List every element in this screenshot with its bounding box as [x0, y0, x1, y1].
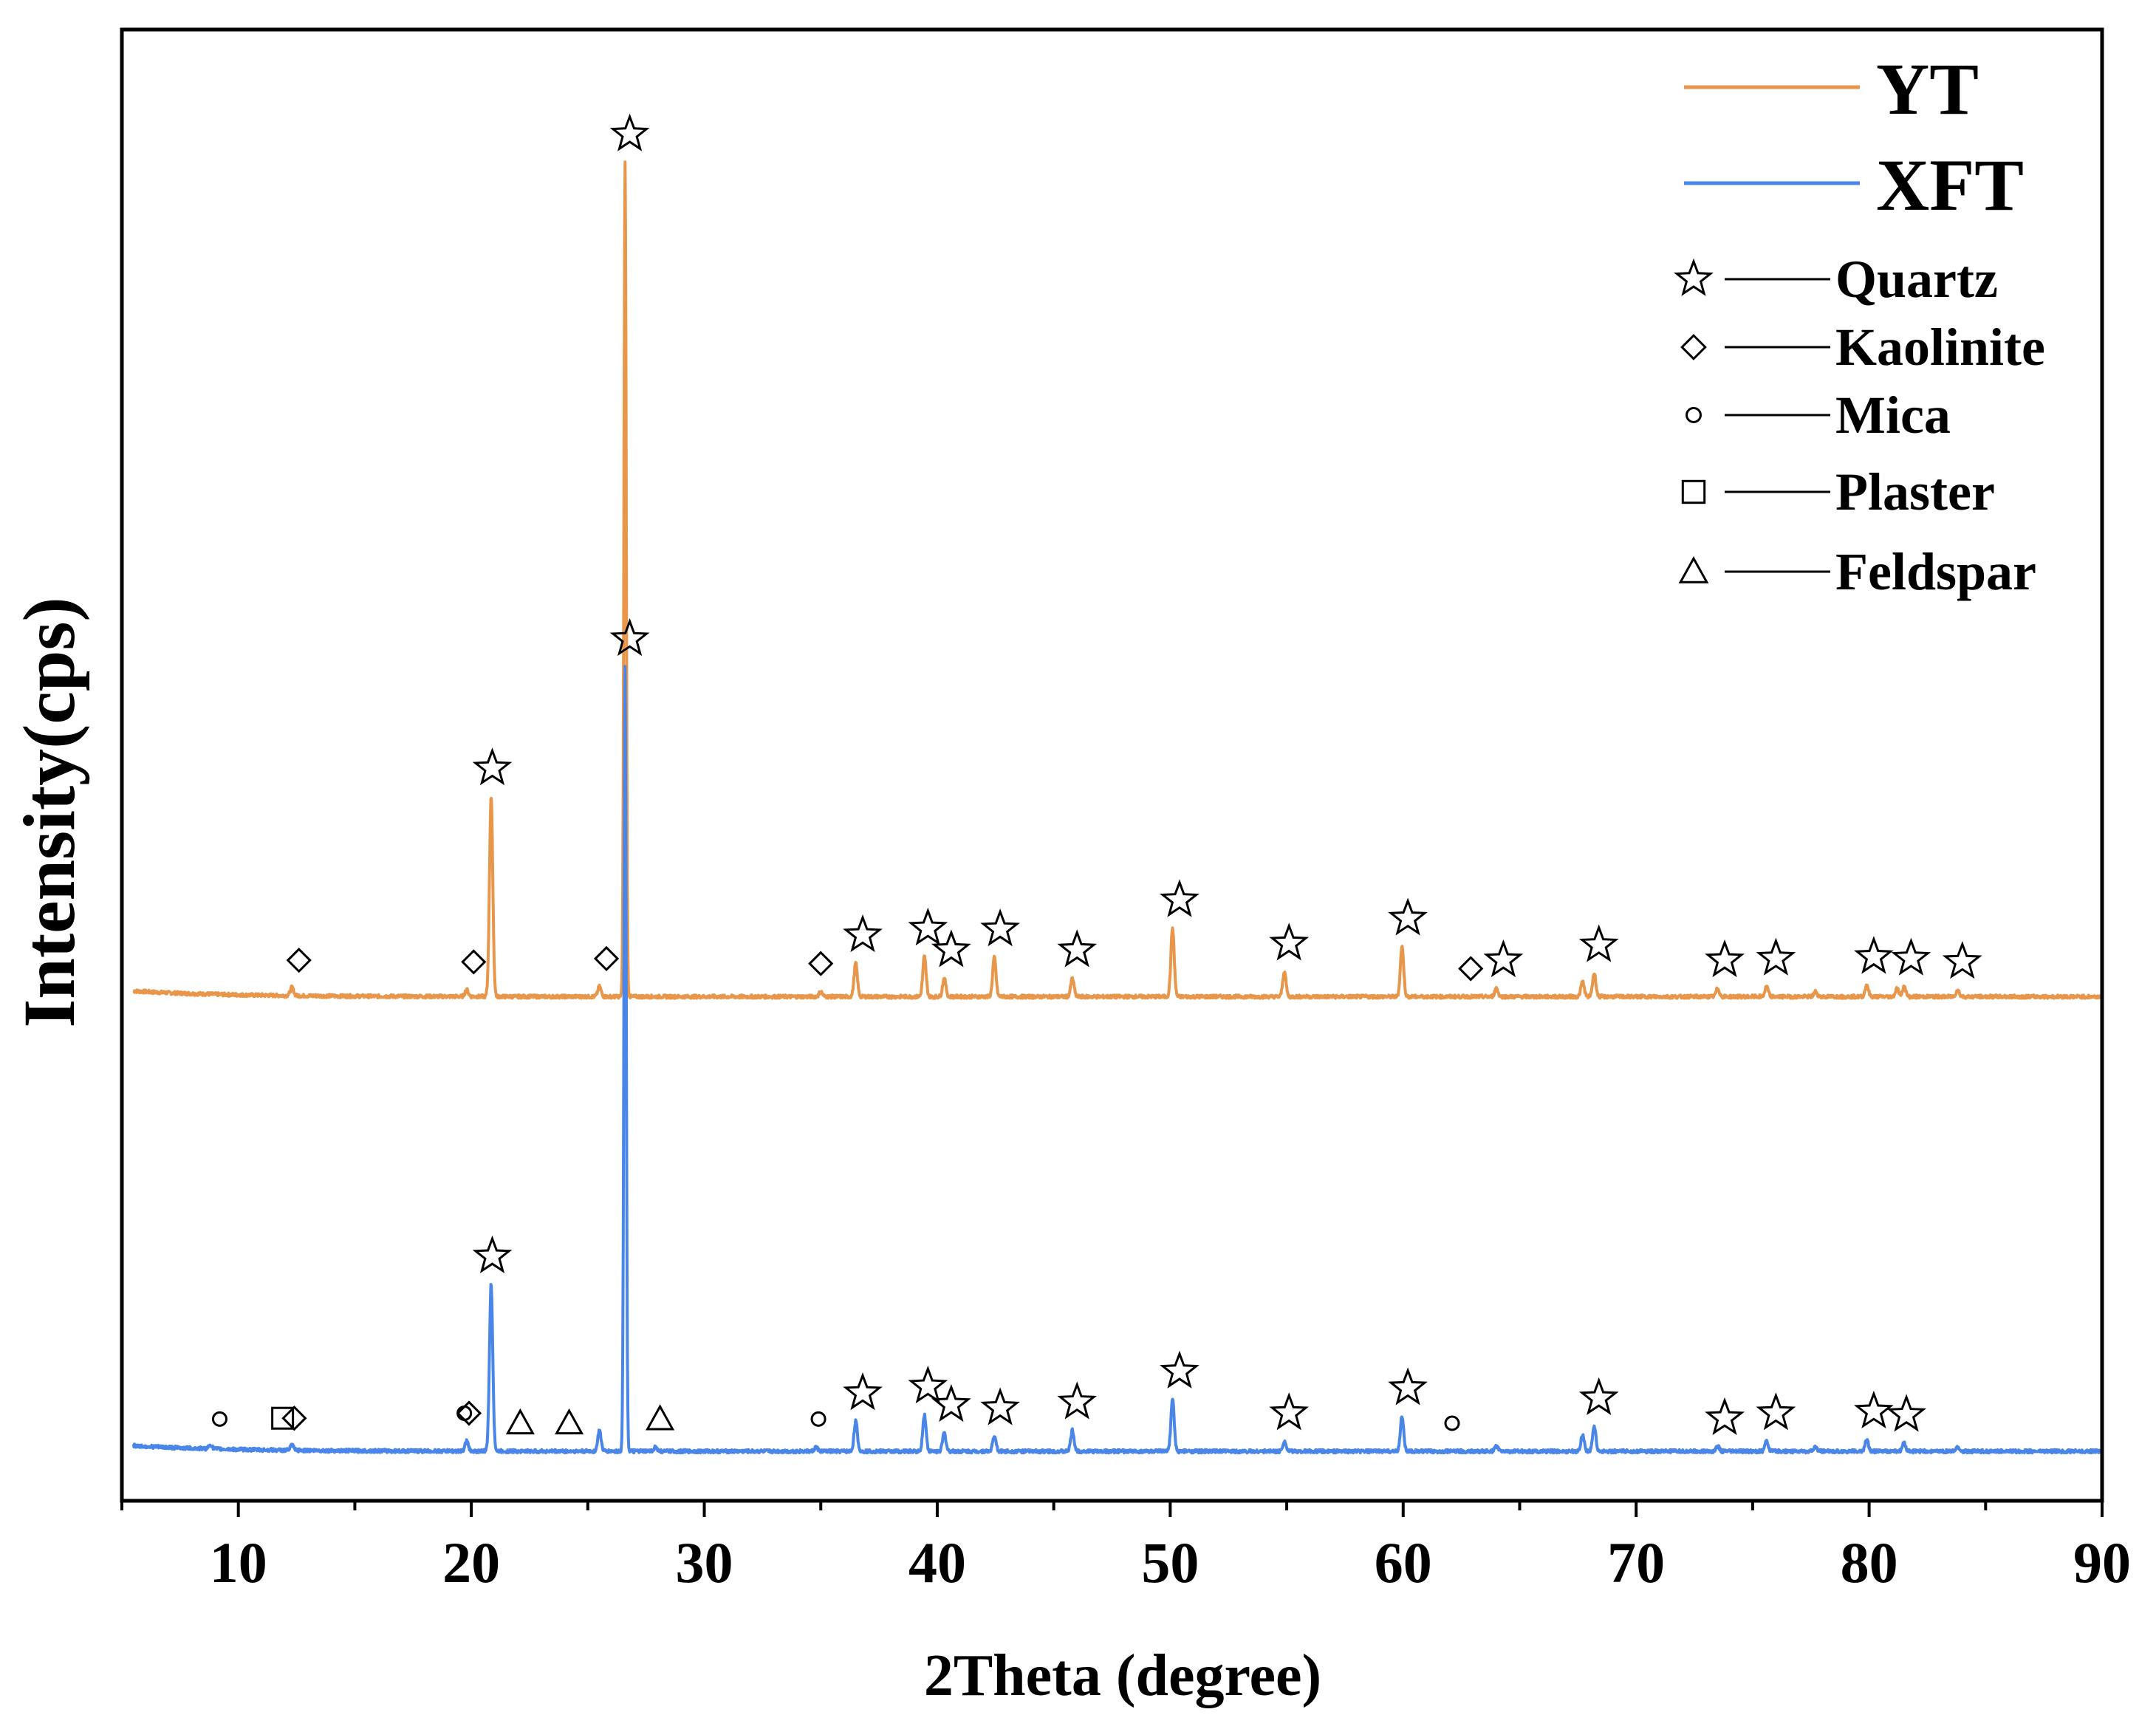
mica-marker: [211, 1411, 227, 1427]
quartz-marker: [1705, 1397, 1745, 1436]
x-tick-label: 30: [676, 1530, 733, 1595]
quartz-marker: [1942, 941, 1982, 979]
quartz-marker: [1057, 929, 1098, 968]
plaster-marker: [271, 1406, 295, 1430]
feldspar-marker: [555, 1408, 584, 1435]
quartz-marker: [1756, 937, 1796, 976]
quartz-marker: [609, 113, 650, 151]
x-tick-label: 90: [2073, 1530, 2131, 1595]
legend-symbol-plaster: [1681, 479, 1706, 504]
quartz-marker: [1756, 1392, 1796, 1431]
quartz-marker: [843, 1372, 883, 1411]
quartz-marker: [1388, 897, 1428, 936]
x-axis-ticks: 10 20 30 40 50 60 70 80 90: [120, 1501, 2131, 1595]
quartz-marker: [1388, 1367, 1428, 1406]
mica-marker: [456, 1405, 473, 1421]
kaolinite-marker: [456, 1400, 482, 1426]
series-layer: [131, 160, 2104, 1455]
kaolinite-marker: [808, 951, 834, 976]
quartz-marker: [1578, 924, 1619, 962]
quartz-marker: [472, 747, 513, 786]
x-tick-label: 40: [908, 1530, 966, 1595]
quartz-marker: [1057, 1381, 1098, 1420]
quartz-marker: [843, 914, 883, 953]
quartz-marker: [1269, 1392, 1310, 1431]
legend: YT XFT Quartz Kaolinite Mica Plaster Feldspar: [1674, 48, 2045, 601]
x-tick-label: 20: [442, 1530, 500, 1595]
mica-marker: [1444, 1415, 1460, 1431]
x-tick-label: 10: [210, 1530, 267, 1595]
quartz-marker: [1891, 937, 1931, 976]
kaolinite-marker: [461, 949, 487, 975]
quartz-marker: [1483, 939, 1524, 978]
quartz-marker: [1854, 1390, 1894, 1429]
legend-label-quartz: Quartz: [1835, 250, 1998, 309]
quartz-marker: [1269, 922, 1310, 961]
series-line-yt: [132, 160, 2104, 1000]
quartz-marker: [931, 1383, 971, 1422]
quartz-marker: [980, 1387, 1020, 1425]
mica-marker: [810, 1411, 827, 1427]
quartz-marker: [1578, 1377, 1619, 1415]
quartz-marker: [980, 908, 1020, 947]
quartz-marker: [908, 1366, 948, 1404]
x-tick-label: 50: [1141, 1530, 1199, 1595]
legend-symbol-mica: [1686, 407, 1702, 423]
kaolinite-marker: [593, 945, 620, 972]
x-tick-label: 80: [1841, 1530, 1898, 1595]
x-tick-label: 70: [1607, 1530, 1665, 1595]
legend-label-kaolinite: Kaolinite: [1835, 318, 2045, 377]
quartz-marker: [609, 617, 650, 657]
legend-label-plaster: Plaster: [1835, 462, 1995, 521]
kaolinite-marker: [286, 948, 312, 973]
legend-symbol-kaolinite: [1680, 334, 1707, 360]
legend-symbol-quartz: [1674, 258, 1714, 296]
kaolinite-marker: [1458, 956, 1484, 982]
x-tick-label: 60: [1375, 1530, 1432, 1595]
kaolinite-marker: [281, 1406, 307, 1431]
legend-label-mica: Mica: [1835, 386, 1951, 445]
quartz-marker: [1705, 939, 1745, 978]
quartz-marker: [1160, 1350, 1200, 1389]
legend-label-feldspar: Feldspar: [1835, 542, 2036, 601]
feldspar-marker: [646, 1404, 675, 1431]
quartz-marker: [908, 907, 948, 946]
y-axis-title: Intensity(cps): [8, 597, 90, 1027]
quartz-marker: [931, 929, 971, 968]
legend-symbol-feldspar: [1678, 556, 1709, 583]
feldspar-marker: [505, 1408, 535, 1435]
quartz-marker: [1854, 936, 1894, 974]
quartz-marker: [1159, 879, 1200, 917]
x-axis-title: 2Theta (degree): [924, 1643, 1321, 1708]
legend-label-xft: XFT: [1876, 144, 2024, 226]
legend-label-yt: YT: [1876, 48, 1979, 130]
phase-marker-layer: [211, 113, 1982, 1436]
quartz-marker: [1886, 1394, 1927, 1432]
plot-frame: [120, 27, 2104, 1503]
quartz-marker: [472, 1235, 513, 1273]
series-line-xft: [131, 665, 2104, 1455]
